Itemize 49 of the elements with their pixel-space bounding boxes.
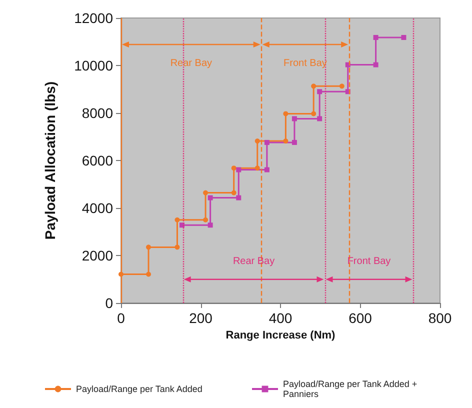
point (264, 140, 270, 145)
annotation: Rear Bay (170, 58, 212, 70)
point (231, 190, 236, 196)
y-tick-label: 8000 (82, 105, 114, 121)
y-tick-label: 6000 (82, 152, 114, 168)
x-axis-title: Range Increase (Nm) (226, 329, 336, 342)
point (317, 116, 322, 122)
point (203, 217, 208, 222)
annotation: Front Bay (284, 58, 327, 70)
point (208, 222, 213, 228)
y-tick-label: 12000 (74, 10, 114, 26)
point (231, 166, 236, 171)
point (292, 140, 297, 145)
point (203, 190, 208, 196)
point (254, 166, 260, 171)
point (317, 89, 322, 94)
point (146, 272, 152, 277)
point (283, 111, 288, 116)
point (401, 34, 406, 40)
y-tick-label: 4000 (82, 200, 114, 216)
y-tick-label: 2000 (82, 248, 114, 264)
y-tick-label: 0 (105, 295, 114, 311)
legend-label: Payload/Range per Tank Added + Panniers (283, 379, 420, 399)
point (174, 217, 180, 222)
x-tick-label: 800 (428, 310, 452, 326)
point (236, 195, 242, 200)
point (311, 111, 316, 116)
legend-label: Payload/Range per Tank Added (76, 384, 202, 394)
y-tick-label: 10000 (74, 58, 114, 74)
annotation: Rear Bay (232, 256, 275, 267)
point (208, 195, 213, 200)
point (180, 222, 185, 228)
point (311, 84, 316, 89)
annotation: Front Bay (347, 256, 391, 267)
x-tick-label: 600 (348, 310, 372, 326)
point (236, 167, 242, 172)
y-axis-title: Payload Allocation (lbs) (42, 81, 58, 240)
point (292, 116, 297, 122)
point (264, 167, 270, 172)
point (283, 138, 288, 144)
point (339, 84, 344, 89)
point (254, 138, 260, 144)
x-tick-label: 0 (117, 310, 126, 326)
x-tick-label: 200 (189, 310, 213, 326)
point (373, 34, 378, 40)
point (146, 244, 152, 250)
x-tick-label: 400 (268, 310, 292, 326)
point (373, 62, 378, 68)
point (174, 244, 180, 250)
